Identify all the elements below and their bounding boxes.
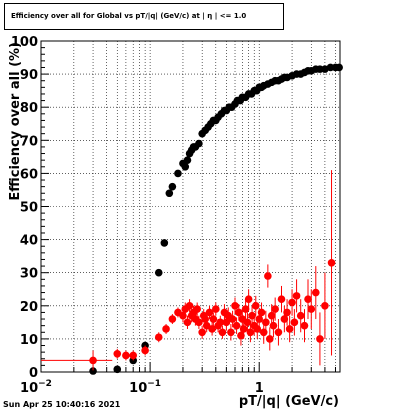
data-point <box>154 268 163 277</box>
data-point <box>232 321 241 330</box>
data-point <box>209 315 218 323</box>
data-point <box>129 351 138 360</box>
chart-title: Efficiency over all for Global vs pT/|q|… <box>4 3 284 30</box>
data-point <box>235 308 243 317</box>
axis-ticks: 0 10 20 30 40 50 60 70 80 90 100 10−2 10−1 1 <box>11 35 336 396</box>
data-point <box>280 315 289 323</box>
data-point <box>89 367 97 375</box>
series-black <box>89 63 343 375</box>
data-point <box>165 189 174 198</box>
data-point <box>162 325 170 333</box>
y-tick-label: 30 <box>20 267 38 282</box>
data-point <box>269 321 278 330</box>
data-point <box>113 349 122 358</box>
x-tick-label: 1 <box>255 381 264 396</box>
data-point <box>311 288 320 297</box>
x-axis-label: pT/|q| (GeV/c) <box>239 394 339 409</box>
data-point <box>216 318 225 327</box>
data-point <box>212 305 220 313</box>
y-tick-label: 10 <box>20 333 38 348</box>
data-point <box>181 162 190 171</box>
data-point <box>283 308 291 317</box>
data-point <box>296 311 305 320</box>
data-point <box>160 239 169 247</box>
data-point <box>183 156 192 164</box>
data-point <box>327 258 336 267</box>
data-point <box>259 328 268 337</box>
data-point <box>168 315 177 323</box>
data-point <box>237 331 245 340</box>
data-point <box>195 318 203 327</box>
data-point <box>264 272 272 280</box>
data-point <box>316 335 324 343</box>
data-point <box>243 318 252 327</box>
data-point <box>227 328 235 337</box>
y-tick-label: 0 <box>29 366 38 381</box>
data-point <box>267 311 276 320</box>
data-point <box>290 318 299 327</box>
data-point <box>274 328 283 337</box>
y-tick-label: 100 <box>11 35 38 50</box>
x-tick-label: 10−2 <box>20 379 52 396</box>
data-point <box>201 315 210 323</box>
data-point <box>241 305 250 313</box>
grid-lines <box>41 41 340 372</box>
y-tick-label: 90 <box>20 68 38 83</box>
y-tick-label: 80 <box>20 101 38 116</box>
data-point <box>277 295 286 303</box>
data-point <box>231 302 239 310</box>
data-point <box>262 318 270 327</box>
data-point <box>154 333 163 342</box>
data-point <box>168 182 177 191</box>
data-point <box>248 311 256 320</box>
data-point <box>257 308 266 317</box>
data-point <box>321 302 329 310</box>
y-axis-label: Efficiency over all (%) <box>8 42 23 201</box>
data-point <box>300 321 309 330</box>
data-point <box>205 308 214 317</box>
y-tick-label: 70 <box>20 134 38 149</box>
y-tick-label: 50 <box>20 201 38 216</box>
data-point <box>122 351 130 360</box>
y-tick-label: 60 <box>20 167 38 182</box>
data-point <box>218 328 227 337</box>
series-red <box>41 170 336 371</box>
data-point <box>239 325 248 333</box>
timestamp: Sun Apr 25 10:40:16 2021 <box>3 400 121 409</box>
data-point <box>183 318 192 327</box>
data-point <box>141 346 149 355</box>
data-point <box>335 63 343 72</box>
y-tick-label: 20 <box>20 300 38 315</box>
data-point <box>285 325 294 333</box>
data-point <box>208 325 216 333</box>
data-point <box>113 365 122 374</box>
x-tick-label: 10−1 <box>129 379 161 396</box>
data-point <box>271 305 279 313</box>
data-point <box>304 295 312 303</box>
data-point <box>244 295 253 303</box>
data-point <box>174 169 182 178</box>
data-point <box>288 298 296 307</box>
data-point <box>253 325 262 333</box>
data-point <box>251 302 260 310</box>
data-point <box>198 328 206 337</box>
data-point <box>185 302 194 310</box>
data-point <box>228 315 237 323</box>
data-point <box>195 139 203 148</box>
data-point <box>246 328 255 337</box>
data-point <box>307 305 316 313</box>
data-point <box>193 305 201 313</box>
data-point <box>265 335 274 343</box>
y-tick-label: 40 <box>20 234 38 249</box>
data-point <box>292 292 301 300</box>
